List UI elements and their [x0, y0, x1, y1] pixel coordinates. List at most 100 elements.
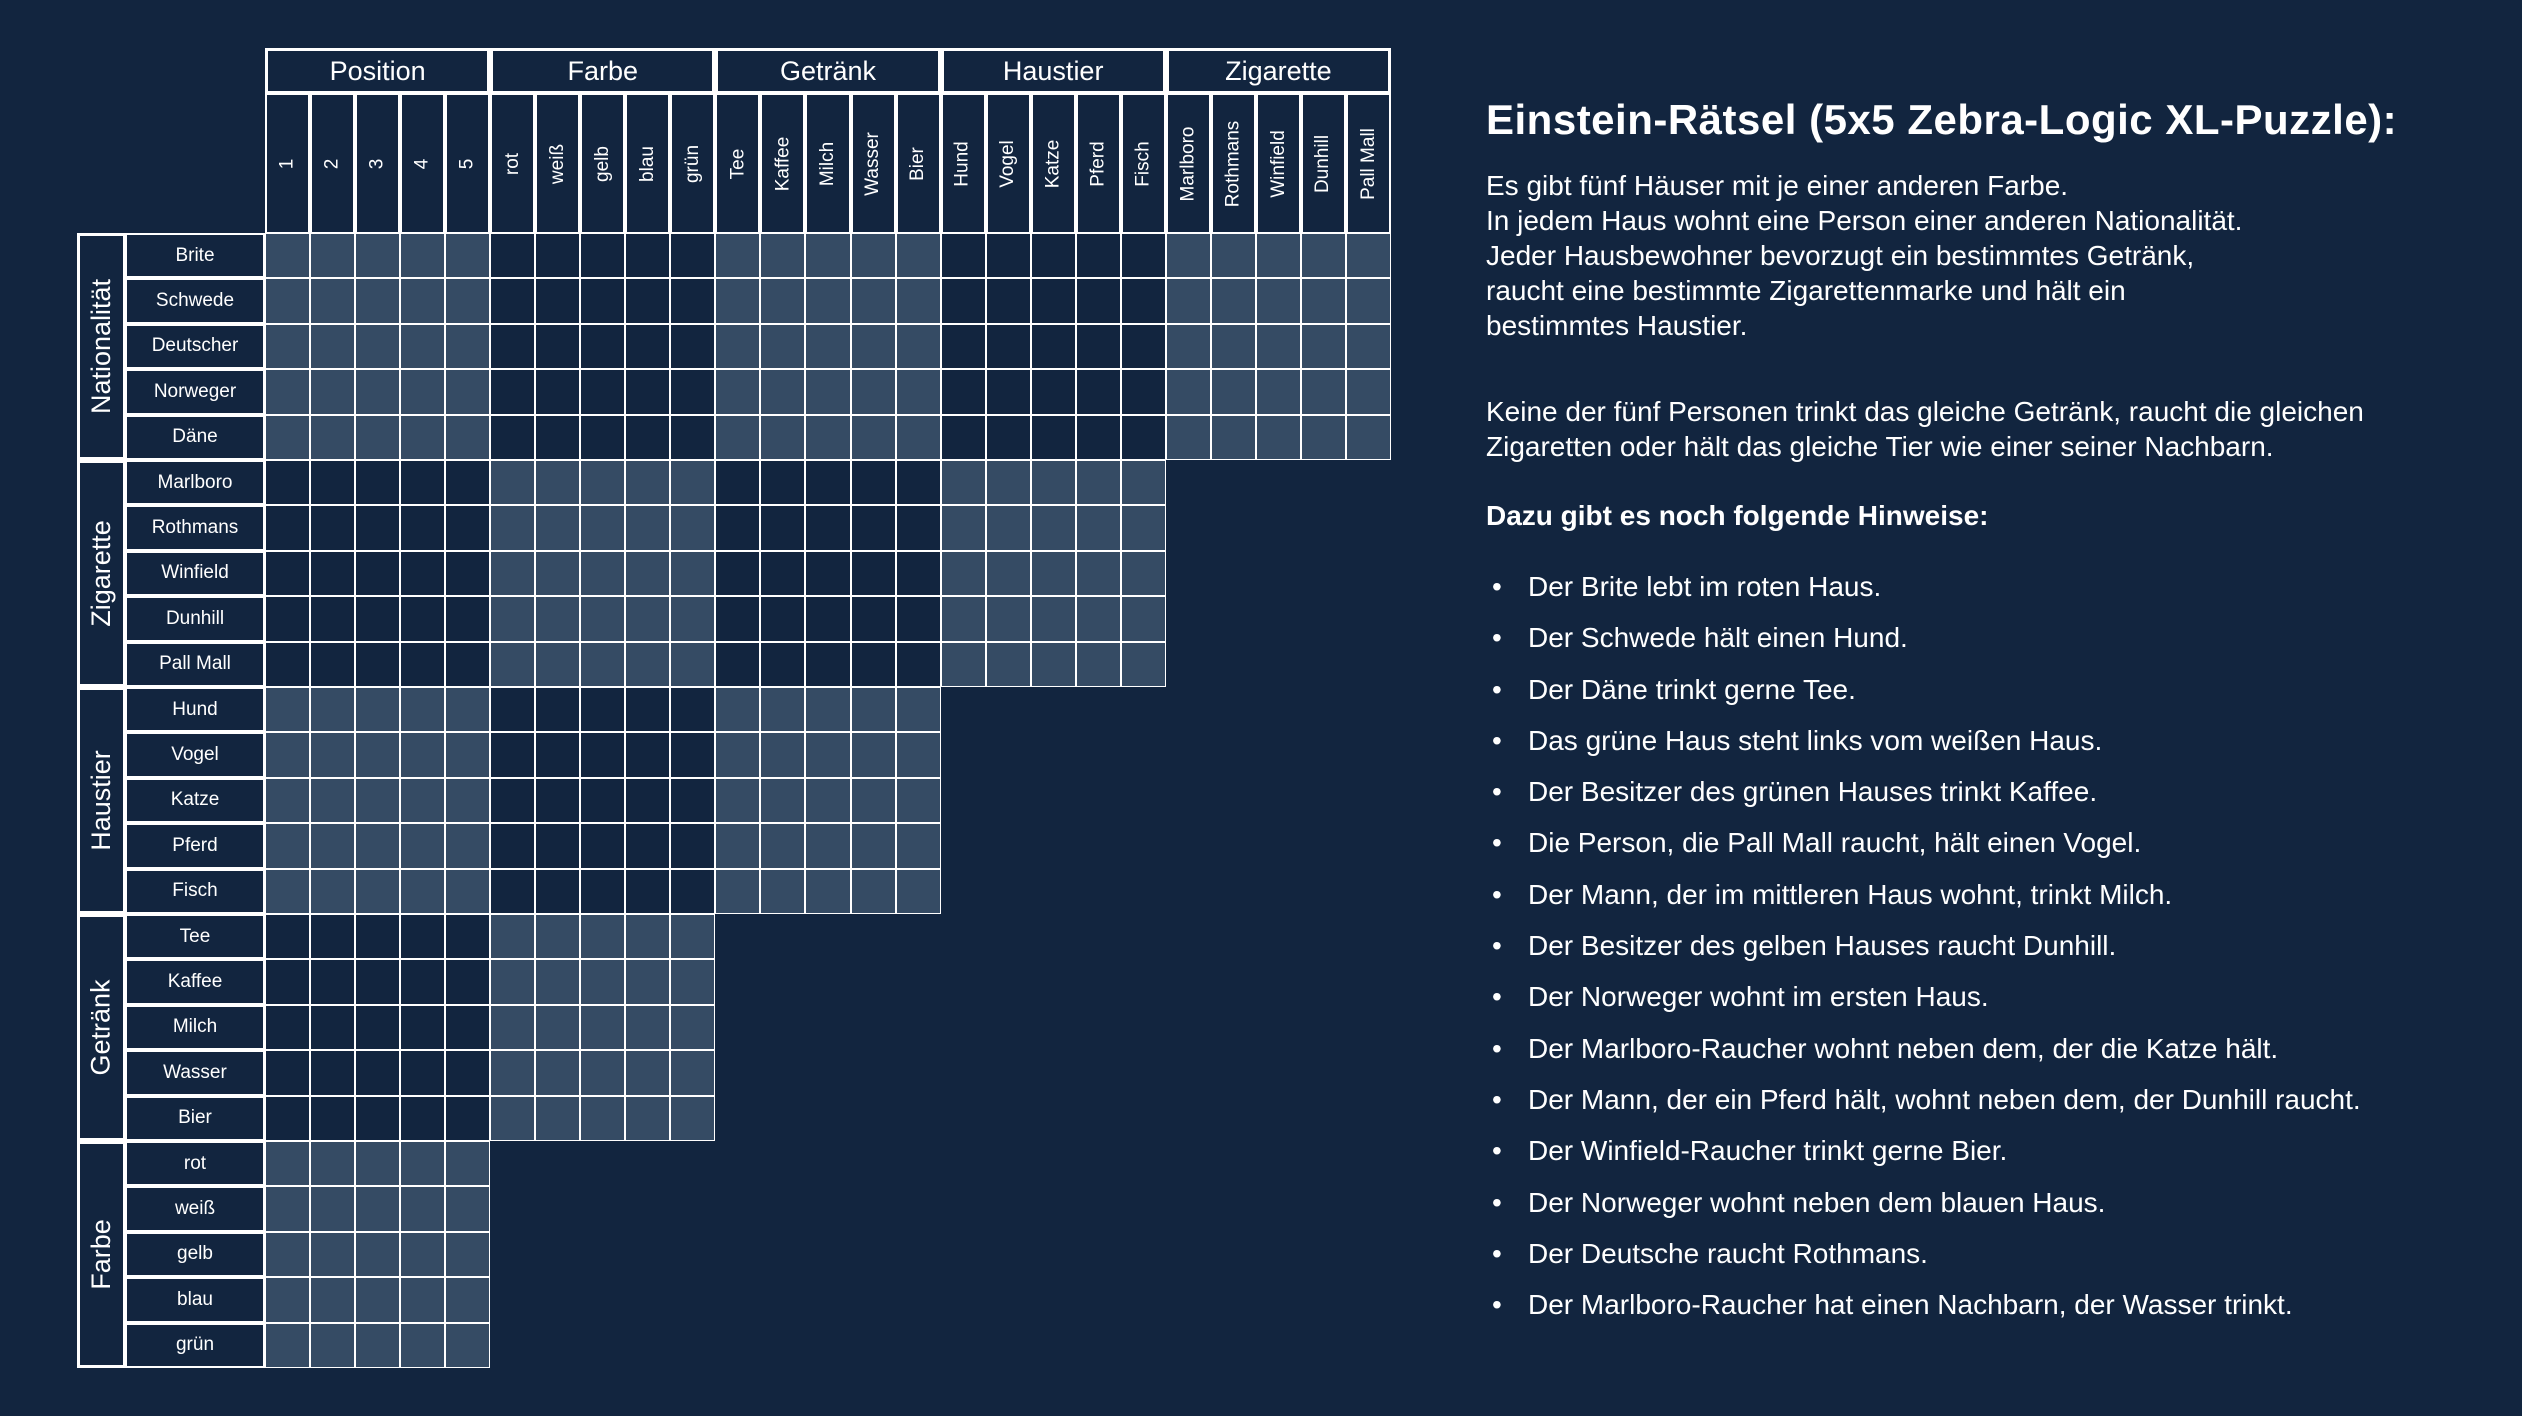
grid-cell[interactable]: [895, 823, 941, 869]
grid-cell[interactable]: [535, 732, 581, 778]
grid-cell[interactable]: [805, 777, 851, 824]
grid-cell[interactable]: [1165, 323, 1211, 370]
grid-cell[interactable]: [715, 505, 761, 551]
grid-cell[interactable]: [805, 687, 851, 733]
grid-cell[interactable]: [400, 323, 446, 370]
grid-cell[interactable]: [625, 414, 671, 460]
grid-cell[interactable]: [940, 233, 986, 279]
grid-cell[interactable]: [580, 641, 626, 687]
grid-cell[interactable]: [445, 233, 491, 279]
grid-cell[interactable]: [265, 777, 311, 824]
grid-cell[interactable]: [445, 460, 491, 506]
grid-cell[interactable]: [535, 596, 581, 642]
grid-cell[interactable]: [400, 460, 446, 506]
grid-cell[interactable]: [715, 414, 761, 460]
grid-cell[interactable]: [445, 1095, 491, 1141]
grid-cell[interactable]: [1165, 414, 1211, 460]
grid-cell[interactable]: [670, 868, 716, 914]
grid-cell[interactable]: [400, 1004, 446, 1051]
grid-cell[interactable]: [1030, 233, 1076, 279]
grid-cell[interactable]: [310, 1186, 356, 1232]
grid-cell[interactable]: [1210, 414, 1256, 460]
grid-cell[interactable]: [1210, 369, 1256, 415]
grid-cell[interactable]: [265, 460, 311, 506]
grid-cell[interactable]: [985, 505, 1031, 551]
grid-cell[interactable]: [940, 323, 986, 370]
grid-cell[interactable]: [850, 868, 896, 914]
grid-cell[interactable]: [310, 868, 356, 914]
grid-cell[interactable]: [760, 233, 806, 279]
grid-cell[interactable]: [265, 687, 311, 733]
grid-cell[interactable]: [850, 369, 896, 415]
grid-cell[interactable]: [445, 1050, 491, 1096]
grid-cell[interactable]: [1345, 369, 1391, 415]
grid-cell[interactable]: [580, 1050, 626, 1096]
grid-cell[interactable]: [265, 233, 311, 279]
grid-cell[interactable]: [400, 1277, 446, 1323]
grid-cell[interactable]: [400, 1231, 446, 1278]
grid-cell[interactable]: [580, 777, 626, 824]
grid-cell[interactable]: [715, 687, 761, 733]
grid-cell[interactable]: [490, 505, 536, 551]
grid-cell[interactable]: [670, 641, 716, 687]
grid-cell[interactable]: [625, 505, 671, 551]
grid-cell[interactable]: [715, 233, 761, 279]
grid-cell[interactable]: [310, 914, 356, 960]
grid-cell[interactable]: [265, 414, 311, 460]
grid-cell[interactable]: [310, 505, 356, 551]
grid-cell[interactable]: [1120, 641, 1166, 687]
grid-cell[interactable]: [355, 1322, 401, 1368]
grid-cell[interactable]: [310, 777, 356, 824]
grid-cell[interactable]: [355, 823, 401, 869]
grid-cell[interactable]: [580, 1004, 626, 1051]
grid-cell[interactable]: [400, 1322, 446, 1368]
grid-cell[interactable]: [805, 868, 851, 914]
grid-cell[interactable]: [1210, 323, 1256, 370]
grid-cell[interactable]: [490, 732, 536, 778]
grid-cell[interactable]: [625, 1004, 671, 1051]
grid-cell[interactable]: [445, 323, 491, 370]
grid-cell[interactable]: [760, 505, 806, 551]
grid-cell[interactable]: [625, 823, 671, 869]
grid-cell[interactable]: [760, 323, 806, 370]
grid-cell[interactable]: [535, 278, 581, 324]
grid-cell[interactable]: [850, 687, 896, 733]
grid-cell[interactable]: [580, 1095, 626, 1141]
grid-cell[interactable]: [355, 641, 401, 687]
grid-cell[interactable]: [355, 369, 401, 415]
grid-cell[interactable]: [355, 596, 401, 642]
grid-cell[interactable]: [895, 505, 941, 551]
grid-cell[interactable]: [310, 233, 356, 279]
grid-cell[interactable]: [670, 233, 716, 279]
grid-cell[interactable]: [940, 460, 986, 506]
grid-cell[interactable]: [400, 687, 446, 733]
grid-cell[interactable]: [850, 732, 896, 778]
grid-cell[interactable]: [310, 823, 356, 869]
grid-cell[interactable]: [760, 460, 806, 506]
grid-cell[interactable]: [445, 1004, 491, 1051]
grid-cell[interactable]: [670, 596, 716, 642]
grid-cell[interactable]: [850, 414, 896, 460]
grid-cell[interactable]: [805, 233, 851, 279]
grid-cell[interactable]: [1255, 414, 1301, 460]
grid-cell[interactable]: [670, 1004, 716, 1051]
grid-cell[interactable]: [445, 369, 491, 415]
grid-cell[interactable]: [400, 1186, 446, 1232]
grid-cell[interactable]: [715, 550, 761, 597]
grid-cell[interactable]: [805, 823, 851, 869]
grid-cell[interactable]: [580, 823, 626, 869]
grid-cell[interactable]: [1300, 414, 1346, 460]
grid-cell[interactable]: [265, 732, 311, 778]
grid-cell[interactable]: [1345, 414, 1391, 460]
grid-cell[interactable]: [400, 823, 446, 869]
grid-cell[interactable]: [715, 732, 761, 778]
grid-cell[interactable]: [535, 1050, 581, 1096]
grid-cell[interactable]: [805, 550, 851, 597]
grid-cell[interactable]: [1075, 233, 1121, 279]
grid-cell[interactable]: [445, 732, 491, 778]
grid-cell[interactable]: [895, 323, 941, 370]
grid-cell[interactable]: [985, 641, 1031, 687]
grid-cell[interactable]: [625, 550, 671, 597]
grid-cell[interactable]: [310, 959, 356, 1005]
grid-cell[interactable]: [265, 1322, 311, 1368]
